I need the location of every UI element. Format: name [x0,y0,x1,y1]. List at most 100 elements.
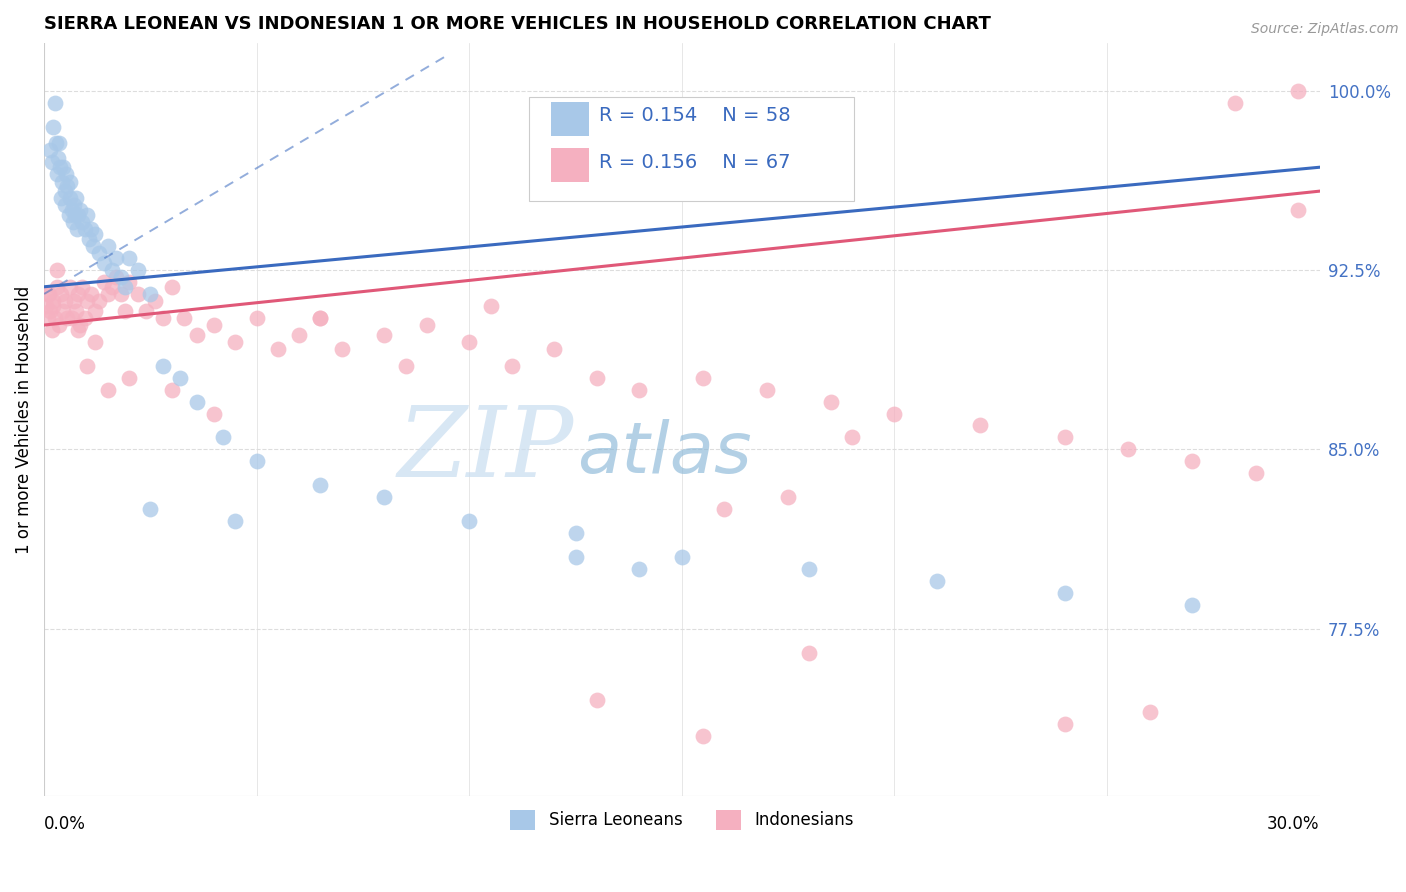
Point [458,514,481,528]
Point [58,208,80,222]
Y-axis label: 1 or more Vehicles in Household: 1 or more Vehicles in Household [15,285,32,554]
Point [63,294,86,309]
Point [1139,706,1161,720]
Point [841,430,863,444]
Point [63,198,86,212]
Point [105,251,128,265]
Point [97,383,120,397]
Point [186,394,208,409]
Point [67,287,90,301]
Point [55,168,77,182]
Point [49,191,72,205]
Point [63,208,86,222]
Point [76,208,98,222]
Text: R = 0.156    N = 67: R = 0.156 N = 67 [599,153,790,172]
Point [160,280,183,294]
Point [84,303,107,318]
Point [458,334,481,349]
Point [1053,430,1076,444]
Text: ZIP: ZIP [398,402,574,497]
Point [52,160,75,174]
Bar [551,148,589,182]
Point [42,120,65,134]
Point [97,287,120,301]
Point [309,478,332,492]
Point [224,334,246,349]
Text: 0.0%: 0.0% [44,815,86,833]
Point [543,342,565,356]
Point [45,280,67,294]
Point [564,526,586,541]
Text: R = 0.154    N = 58: R = 0.154 N = 58 [599,106,790,126]
Point [416,318,439,332]
Point [211,430,233,444]
Point [152,359,174,373]
Point [799,562,821,576]
Point [76,294,98,309]
Point [564,549,586,564]
Point [37,287,59,301]
Point [41,294,63,309]
Point [60,310,83,325]
Point [105,270,128,285]
Point [82,239,104,253]
Point [139,287,162,301]
Point [38,287,60,301]
Point [1181,598,1204,612]
Point [49,160,72,174]
Point [224,514,246,528]
Point [59,191,82,205]
Point [44,310,66,325]
Point [186,327,208,342]
Point [373,490,395,504]
Point [169,370,191,384]
Point [59,280,82,294]
Point [65,303,87,318]
Point [110,270,132,285]
Point [373,327,395,342]
Point [778,490,800,504]
Point [48,318,70,332]
Point [72,280,94,294]
Point [1286,203,1309,218]
Point [118,275,141,289]
Point [139,502,162,516]
Point [202,407,225,421]
Point [53,184,76,198]
Point [84,334,107,349]
Point [1181,454,1204,468]
Point [160,383,183,397]
Point [118,251,141,265]
Point [799,646,821,660]
Point [80,222,103,236]
Point [60,203,83,218]
Point [586,370,609,384]
Point [39,303,62,318]
Point [330,342,353,356]
Point [1053,717,1076,731]
Point [692,729,714,743]
Point [89,246,111,260]
Point [152,310,174,325]
Text: 30.0%: 30.0% [1267,815,1320,833]
Point [51,175,73,189]
Point [45,136,67,151]
Point [820,394,842,409]
Point [65,191,87,205]
Point [52,303,75,318]
Point [41,323,63,337]
Point [97,239,120,253]
Point [1053,586,1076,600]
Point [309,310,332,325]
Point [101,280,124,294]
Point [883,407,905,421]
Point [93,256,115,270]
Point [73,310,96,325]
Point [42,299,65,313]
Point [37,310,59,325]
Point [925,574,948,588]
Point [45,263,67,277]
Point [48,136,70,151]
Point [73,222,96,236]
Point [755,383,778,397]
